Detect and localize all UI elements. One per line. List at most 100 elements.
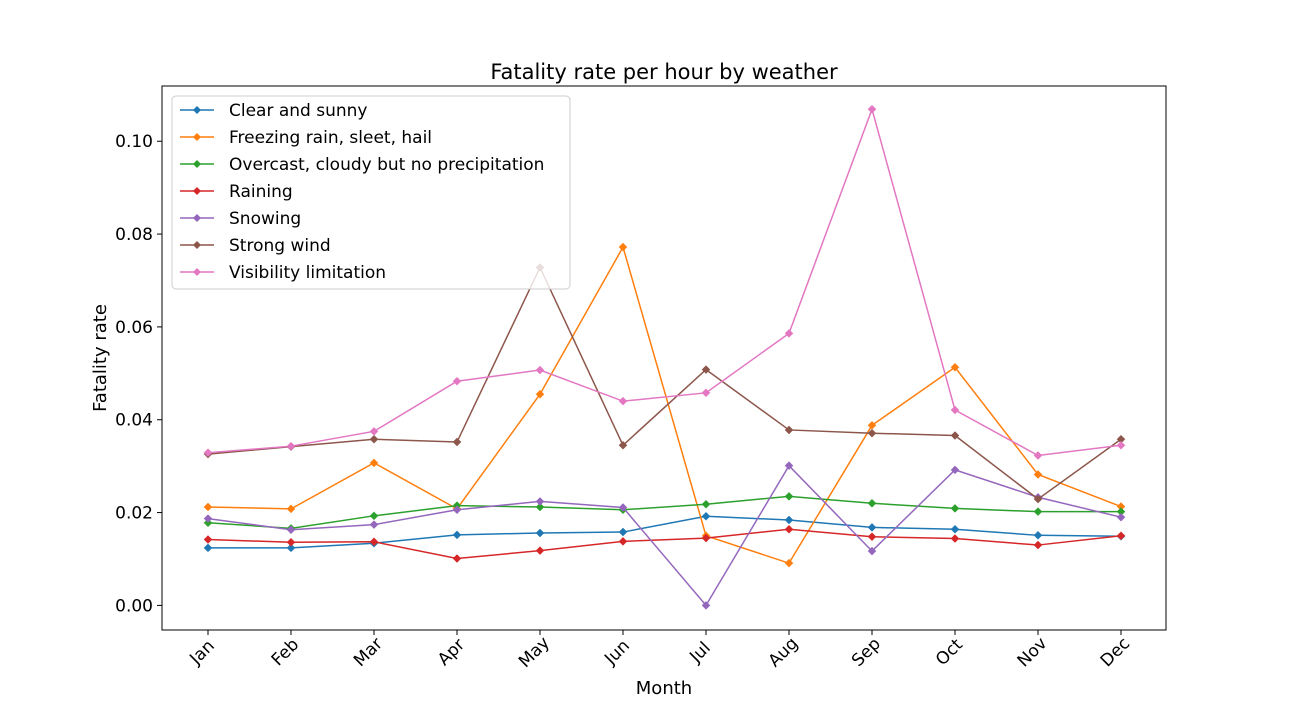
data-point xyxy=(701,365,711,374)
data-point xyxy=(452,437,462,447)
data-point xyxy=(203,502,213,512)
series-line xyxy=(207,106,1122,457)
legend-item: Visibility limitation xyxy=(180,263,386,283)
series-freezing-rain-sleet-hail xyxy=(203,242,1126,568)
data-point xyxy=(203,535,213,544)
legend-label: Raining xyxy=(229,182,293,202)
series-line xyxy=(207,464,1122,607)
legend-box xyxy=(171,95,571,290)
series-line xyxy=(207,265,1122,501)
data-point xyxy=(784,491,794,501)
legend-marker xyxy=(193,160,201,168)
data-point xyxy=(1033,540,1043,550)
y-tick-label: 0.06 xyxy=(115,318,153,338)
data-point xyxy=(784,515,794,525)
data-point xyxy=(701,533,711,543)
data-point xyxy=(369,537,379,547)
legend-label: Freezing rain, sleet, hail xyxy=(229,128,432,148)
data-point xyxy=(950,405,960,415)
data-point xyxy=(950,534,960,543)
series-strong-wind xyxy=(203,263,1126,504)
x-tick-label: Jun xyxy=(600,636,634,670)
data-point xyxy=(618,396,628,406)
y-tick-label: 0.00 xyxy=(115,596,153,616)
x-axis: Jan Feb Mar Apr May Jun Jul Aug Sep Oct Nov Dec xyxy=(185,630,1134,672)
data-point xyxy=(369,434,379,444)
x-tick-label: Feb xyxy=(268,635,303,670)
data-point xyxy=(867,428,877,438)
x-tick-label: Nov xyxy=(1014,634,1052,672)
series-line xyxy=(207,245,1122,565)
data-point xyxy=(1116,440,1126,450)
data-point xyxy=(701,388,711,398)
data-point xyxy=(784,425,794,435)
x-tick-label: Oct xyxy=(932,635,967,670)
data-point xyxy=(535,389,545,399)
data-point xyxy=(618,242,628,252)
data-point xyxy=(286,441,296,451)
y-tick-label: 0.02 xyxy=(115,504,153,524)
data-point xyxy=(1033,507,1043,516)
data-point xyxy=(784,329,794,338)
data-point xyxy=(369,426,379,436)
data-point xyxy=(867,523,877,532)
series-line xyxy=(207,495,1121,530)
data-point xyxy=(618,527,628,537)
legend-label: Visibility limitation xyxy=(229,263,386,283)
legend-marker xyxy=(193,106,201,114)
series-line xyxy=(207,528,1122,560)
data-point xyxy=(784,461,794,471)
data-point xyxy=(950,465,960,475)
x-tick-label: Mar xyxy=(350,634,387,671)
data-point xyxy=(286,543,296,553)
x-tick-label: May xyxy=(515,633,554,672)
data-point xyxy=(950,362,960,372)
data-point xyxy=(535,502,545,512)
data-point xyxy=(950,524,960,534)
legend-marker xyxy=(193,214,201,222)
data-point xyxy=(1116,531,1126,541)
data-point xyxy=(203,448,213,458)
data-point xyxy=(1116,512,1126,522)
legend-item: Strong wind xyxy=(180,236,331,256)
data-point xyxy=(701,499,711,509)
legend-marker xyxy=(193,187,201,195)
x-tick-label: Sep xyxy=(848,634,885,671)
data-point xyxy=(1033,494,1043,504)
data-point xyxy=(452,554,462,563)
data-point xyxy=(535,365,545,375)
data-point xyxy=(618,503,628,512)
legend-label: Clear and sunny xyxy=(229,101,368,121)
legend-item: Raining xyxy=(180,182,293,202)
x-axis-label: Month xyxy=(636,678,692,699)
data-point xyxy=(452,505,462,515)
legend-label: Overcast, cloudy but no precipitation xyxy=(229,155,544,175)
data-point xyxy=(867,546,877,556)
data-point xyxy=(286,537,296,547)
data-point xyxy=(1033,451,1043,460)
x-tick-label: Aug xyxy=(765,634,803,672)
series-visibility-limitation xyxy=(203,104,1126,460)
x-tick-label: Jan xyxy=(185,636,218,669)
data-point xyxy=(701,511,711,521)
series-raining xyxy=(203,524,1126,563)
y-axis: 0.00 0.02 0.04 0.06 0.08 0.10 xyxy=(115,132,162,616)
legend-item: Clear and sunny xyxy=(180,101,368,121)
legend: Clear and sunny Freezing rain, sleet, hai… xyxy=(171,95,571,290)
legend-marker xyxy=(193,133,201,141)
x-tick-label: Dec xyxy=(1097,634,1134,671)
legend-item: Overcast, cloudy but no precipitation xyxy=(180,155,544,175)
legend-label: Strong wind xyxy=(229,236,331,256)
y-axis-label: Fatality rate xyxy=(90,304,111,412)
data-point xyxy=(369,458,379,468)
data-point xyxy=(867,532,877,542)
data-point xyxy=(535,546,545,555)
data-point xyxy=(701,601,711,610)
data-point xyxy=(618,536,628,546)
x-tick-label: Jul xyxy=(685,638,714,667)
data-point xyxy=(369,520,379,529)
y-tick-label: 0.08 xyxy=(115,225,153,245)
data-point xyxy=(1033,530,1043,540)
series-lines xyxy=(203,104,1126,610)
